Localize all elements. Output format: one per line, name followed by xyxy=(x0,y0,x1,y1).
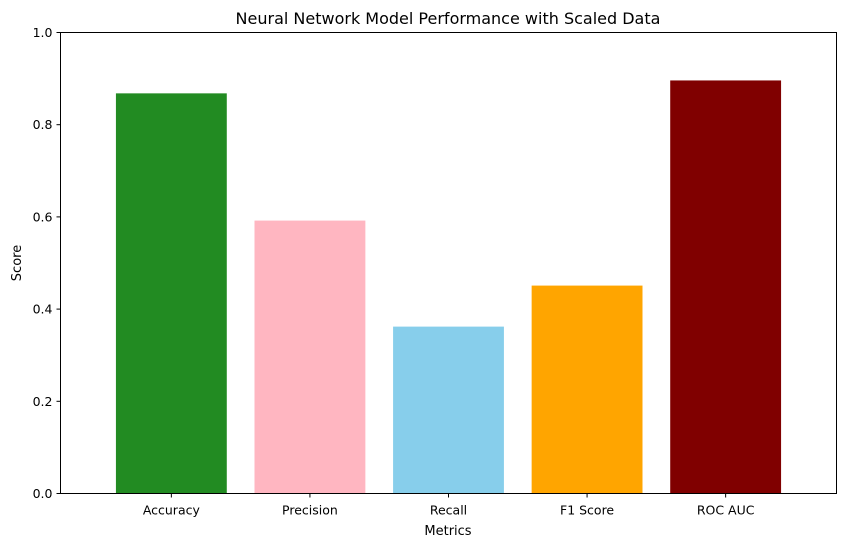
y-tick-label-4: 0.8 xyxy=(33,117,53,132)
y-tick-label-1: 0.2 xyxy=(33,394,53,409)
y-tick-label-0: 0.0 xyxy=(33,486,53,501)
x-tick-label-precision: Precision xyxy=(282,503,338,518)
y-axis: 0.0 0.2 0.4 0.6 0.8 1.0 xyxy=(33,25,61,501)
bar-roc-auc xyxy=(670,80,782,494)
y-tick-label-2: 0.4 xyxy=(33,302,53,317)
bar-accuracy xyxy=(115,93,227,494)
x-axis: Accuracy Precision Recall F1 Score ROC AUC xyxy=(143,493,755,518)
x-tick-label-f1-score: F1 Score xyxy=(560,503,614,518)
x-tick-label-accuracy: Accuracy xyxy=(143,503,201,518)
bars-group xyxy=(115,80,782,494)
x-tick-label-roc-auc: ROC AUC xyxy=(697,503,755,518)
y-tick-label-5: 1.0 xyxy=(33,25,53,40)
y-tick-label-3: 0.6 xyxy=(33,209,53,224)
bar-f1-score xyxy=(531,285,643,494)
y-axis-label: Score xyxy=(10,245,25,281)
chart-title: Neural Network Model Performance with Sc… xyxy=(236,9,661,28)
x-tick-label-recall: Recall xyxy=(430,503,467,518)
bar-recall xyxy=(393,326,504,494)
x-axis-label: Metrics xyxy=(424,524,471,539)
bar-precision xyxy=(254,220,366,494)
